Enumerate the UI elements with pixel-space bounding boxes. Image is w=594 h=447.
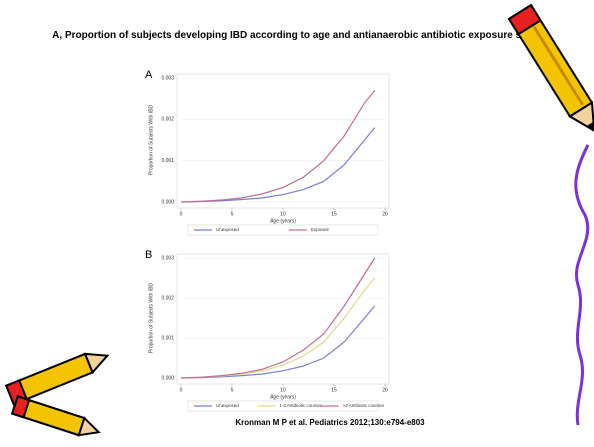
x-tick-label: 10 bbox=[280, 387, 286, 393]
panel-label: A bbox=[145, 69, 153, 81]
y-tick-label: 0.002 bbox=[161, 295, 174, 301]
x-tick-label: 15 bbox=[331, 387, 337, 393]
legend-label: Exposed bbox=[311, 227, 329, 232]
y-tick-label: 0.003 bbox=[161, 255, 174, 261]
legend-label: Unexposed bbox=[216, 227, 239, 232]
legend-label: Unexposed bbox=[216, 403, 239, 408]
x-tick-label: 20 bbox=[382, 387, 388, 393]
x-tick-label: 20 bbox=[382, 211, 388, 217]
y-tick-label: 0.003 bbox=[161, 75, 174, 81]
legend-label: 1-2 Antibiotic courses bbox=[279, 403, 323, 408]
x-tick-label: 5 bbox=[231, 387, 234, 393]
x-axis-label: Age (years) bbox=[270, 218, 296, 224]
background bbox=[0, 0, 594, 447]
x-tick-label: 10 bbox=[280, 211, 286, 217]
title-box: A, Proportion of subjects developing IBD… bbox=[40, 30, 560, 66]
y-tick-label: 0.001 bbox=[161, 335, 174, 341]
y-tick-label: 0.000 bbox=[161, 199, 174, 205]
y-tick-label: 0.000 bbox=[161, 375, 174, 381]
x-tick-label: 5 bbox=[231, 211, 234, 217]
panel-label: B bbox=[145, 249, 152, 261]
x-tick-label: 15 bbox=[331, 211, 337, 217]
y-tick-label: 0.002 bbox=[161, 117, 174, 123]
y-tick-label: 0.001 bbox=[161, 158, 174, 164]
y-axis-label: Proportion of Subjects With IBD bbox=[148, 104, 154, 175]
x-axis-label: Age (years) bbox=[270, 394, 296, 400]
slide: A, Proportion of subjects developing IBD… bbox=[0, 0, 594, 447]
citation: Kronman M P et al. Pediatrics 2012;130:e… bbox=[235, 418, 425, 427]
page: A, Proportion of subjects developing IBD… bbox=[0, 0, 594, 447]
x-tick-label: 0 bbox=[180, 211, 183, 217]
y-axis-label: Proportion of Subjects With IBD bbox=[148, 282, 154, 353]
legend-label: >2 Antibiotic courses bbox=[343, 403, 385, 408]
x-tick-label: 0 bbox=[180, 387, 183, 393]
slide-title: A, Proportion of subjects developing IBD… bbox=[40, 30, 560, 41]
